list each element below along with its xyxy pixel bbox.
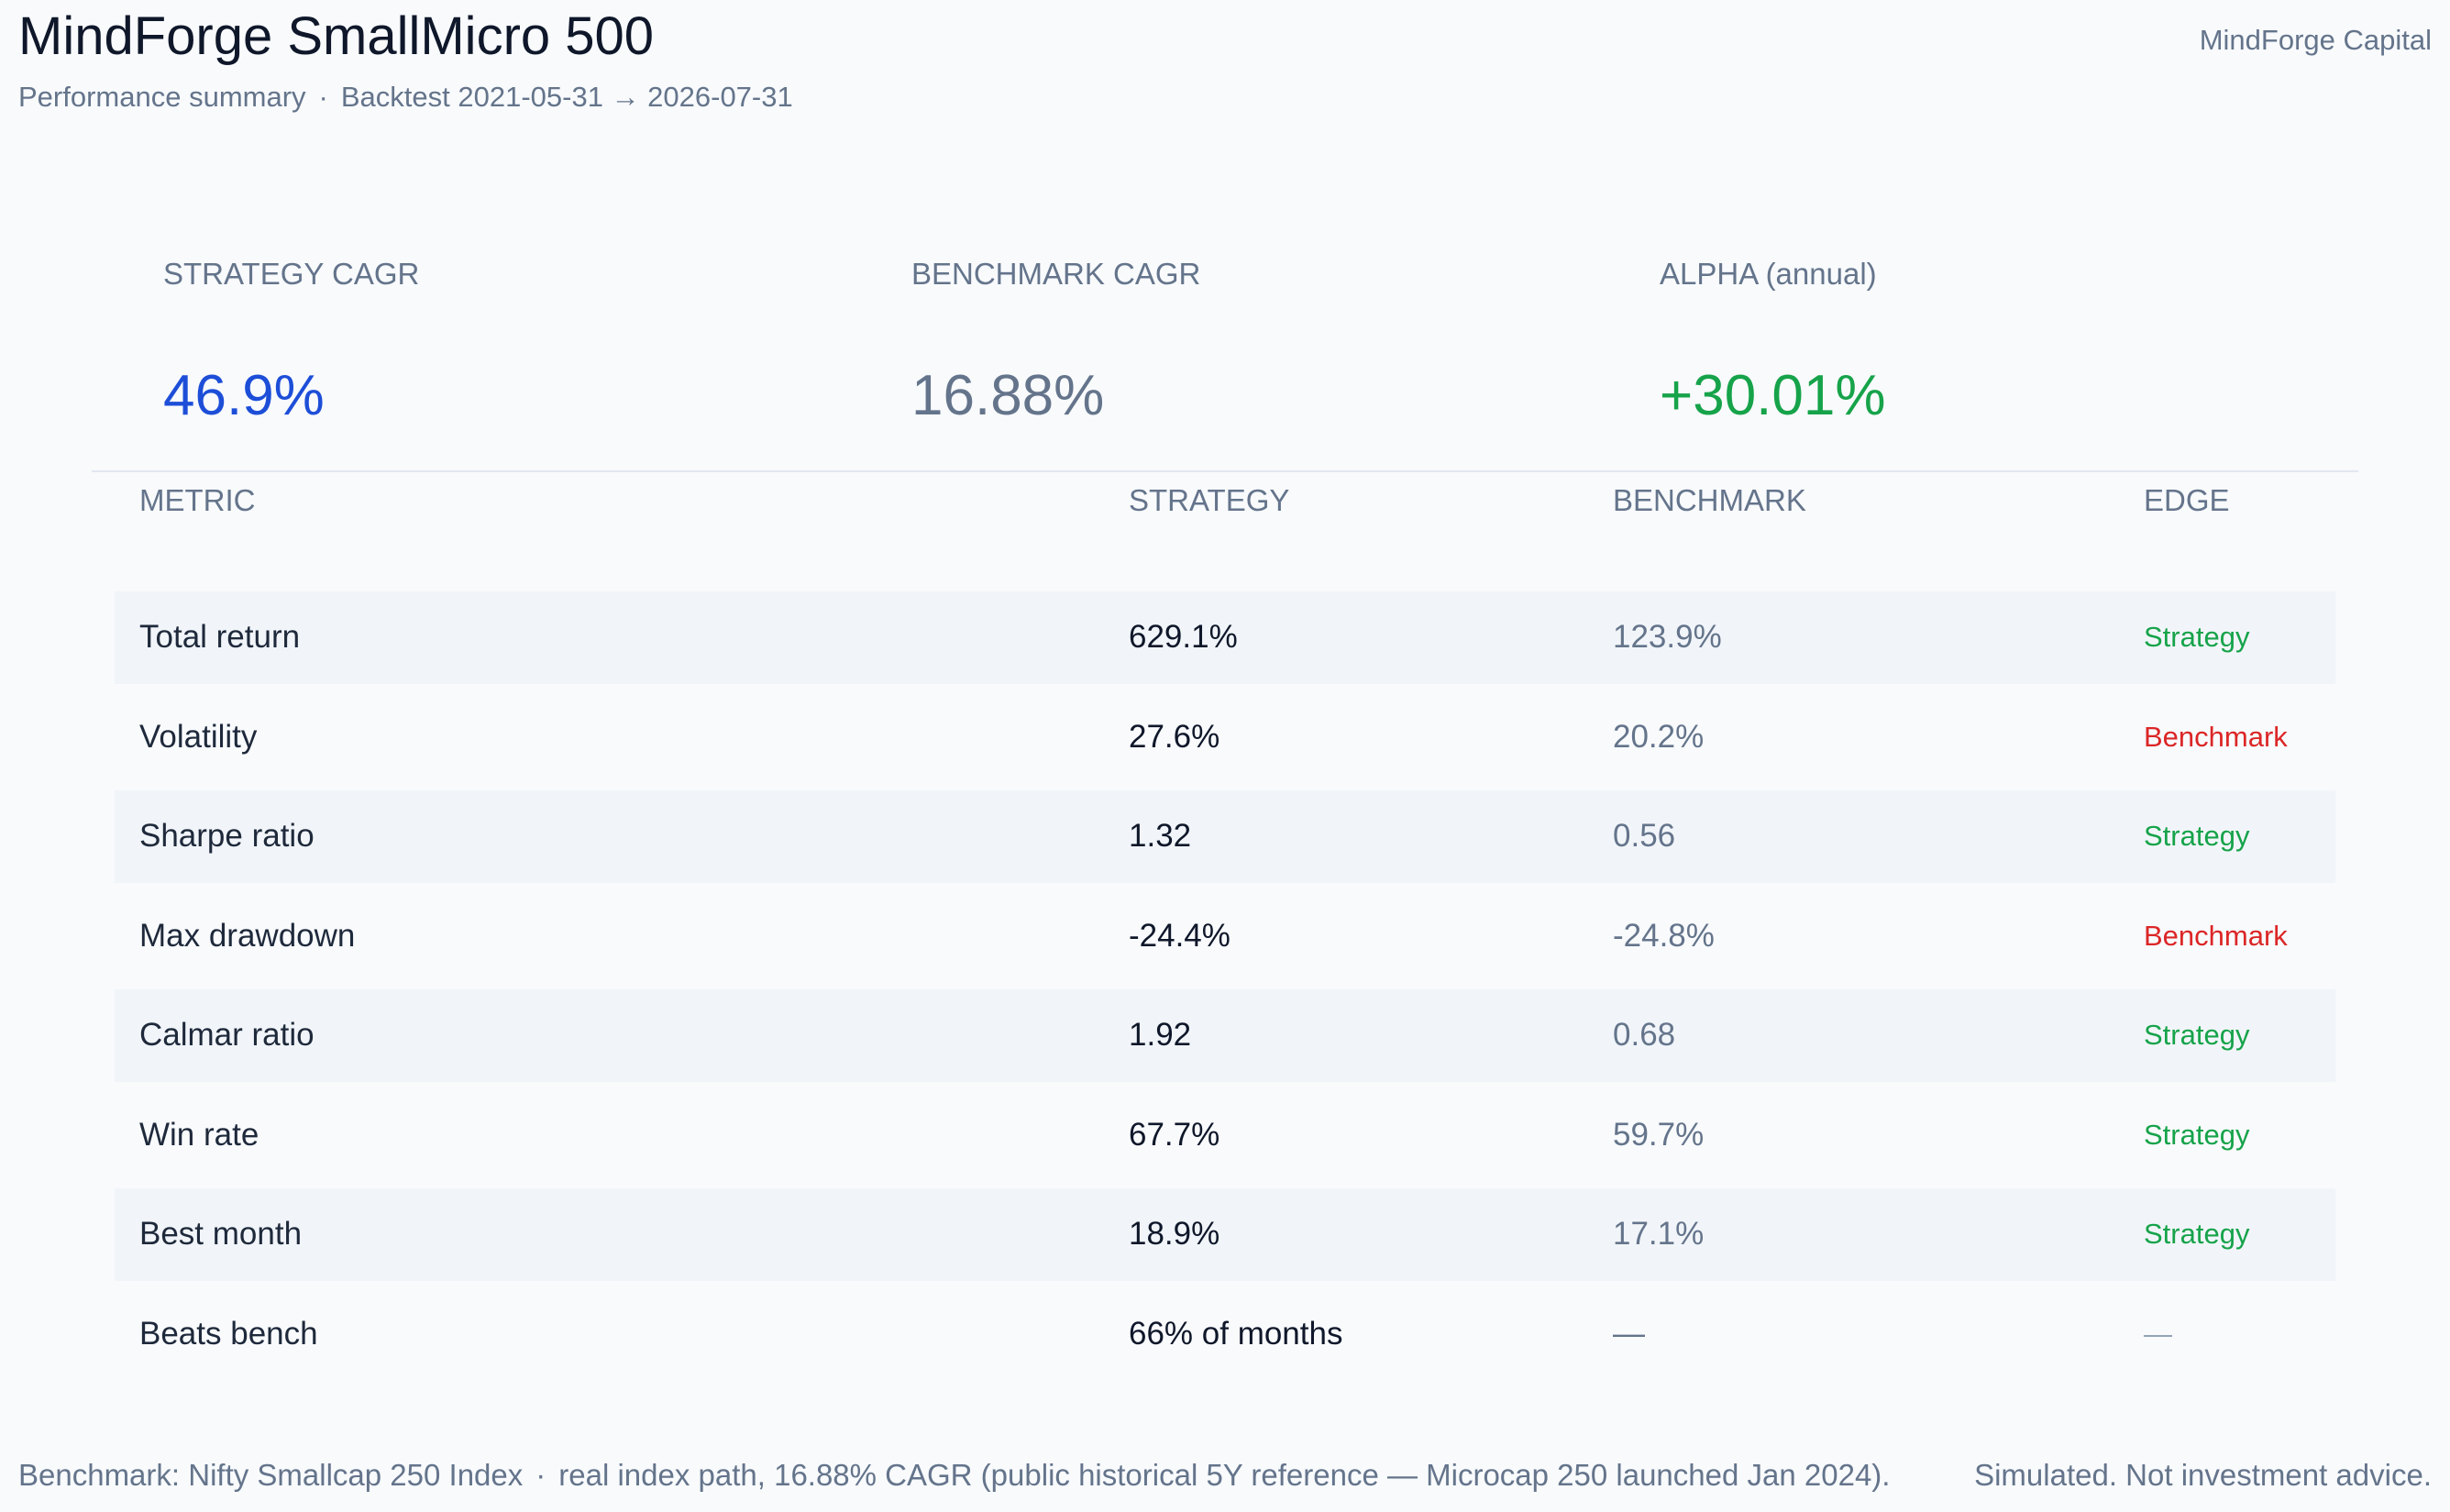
divider xyxy=(92,470,2358,472)
edge-cell: Strategy xyxy=(2144,621,2250,653)
strategy-cell: 27.6% xyxy=(1129,718,1220,755)
strategy-cell: 1.32 xyxy=(1129,818,1192,854)
benchmark-cell: 0.68 xyxy=(1613,1017,1676,1053)
benchmark-cell: 0.56 xyxy=(1613,818,1676,854)
footer-separator: · xyxy=(535,1458,546,1492)
benchmark-cell: 17.1% xyxy=(1613,1216,1705,1252)
metric-cell: Max drawdown xyxy=(139,917,356,954)
subtitle-backtest-range: Backtest 2021-05-31 → 2026-07-31 xyxy=(340,81,793,113)
footer: Benchmark: Nifty Smallcap 250 Index · real… xyxy=(18,1458,2432,1493)
kpi-value: 46.9% xyxy=(163,364,325,427)
benchmark-cell: 20.2% xyxy=(1613,718,1705,755)
table-row: Calmar ratio 1.92 0.68 Strategy xyxy=(115,989,2335,1089)
header-edge: EDGE xyxy=(2144,483,2230,517)
edge-cell: Strategy xyxy=(2144,820,2250,852)
table-row: Best month 18.9% 17.1% Strategy xyxy=(115,1188,2335,1288)
table-row: Max drawdown -24.4% -24.8% Benchmark xyxy=(115,890,2335,990)
kpi-value: 16.88% xyxy=(911,364,1105,427)
subtitle-summary: Performance summary xyxy=(18,81,306,113)
table-row: Total return 629.1% 123.9% Strategy xyxy=(115,591,2335,691)
edge-cell: Benchmark xyxy=(2144,720,2288,753)
strategy-cell: 67.7% xyxy=(1129,1116,1220,1153)
metric-cell: Beats bench xyxy=(139,1315,318,1352)
strategy-cell: 18.9% xyxy=(1129,1216,1220,1252)
benchmark-cell: 59.7% xyxy=(1613,1116,1705,1153)
benchmark-cell: — xyxy=(1613,1315,1645,1352)
metric-cell: Win rate xyxy=(139,1116,259,1153)
brand-name: MindForge Capital xyxy=(2199,24,2432,56)
benchmark-cell: 123.9% xyxy=(1613,619,1722,655)
metrics-table: METRIC STRATEGY BENCHMARK EDGE Total ret… xyxy=(115,472,2335,1387)
table-row: Volatility 27.6% 20.2% Benchmark xyxy=(115,691,2335,791)
metric-cell: Sharpe ratio xyxy=(139,818,315,854)
edge-cell: Strategy xyxy=(2144,1118,2250,1151)
kpi-label: BENCHMARK CAGR xyxy=(911,257,1201,291)
edge-cell: Strategy xyxy=(2144,1218,2250,1250)
edge-cell: Benchmark xyxy=(2144,919,2288,952)
metric-cell: Total return xyxy=(139,619,301,655)
kpi-benchmark-cagr: BENCHMARK CAGR 16.88% xyxy=(911,257,1553,428)
edge-cell: — xyxy=(2144,1317,2172,1350)
table-header: METRIC STRATEGY BENCHMARK EDGE xyxy=(115,472,2335,591)
header-metric: METRIC xyxy=(139,483,256,517)
strategy-cell: 629.1% xyxy=(1129,619,1238,655)
metric-cell: Best month xyxy=(139,1216,303,1252)
table-row: Win rate 67.7% 59.7% Strategy xyxy=(115,1089,2335,1189)
kpi-alpha: ALPHA (annual) +30.01% xyxy=(1660,257,2301,428)
table-row: Beats bench 66% of months — — xyxy=(115,1288,2335,1388)
page-title: MindForge SmallMicro 500 xyxy=(18,6,655,66)
benchmark-cell: -24.8% xyxy=(1613,917,1715,954)
kpi-value: +30.01% xyxy=(1660,364,1886,427)
header-strategy: STRATEGY xyxy=(1129,483,1290,517)
metric-cell: Volatility xyxy=(139,718,258,755)
strategy-cell: 66% of months xyxy=(1129,1315,1343,1352)
page-subtitle: Performance summary · Backtest 2021-05-31 … xyxy=(18,81,793,114)
kpi-strategy-cagr: STRATEGY CAGR 46.9% xyxy=(163,257,805,428)
kpi-label: ALPHA (annual) xyxy=(1660,257,1877,291)
subtitle-separator: · xyxy=(318,81,328,113)
footer-benchmark-name: Benchmark: Nifty Smallcap 250 Index xyxy=(18,1458,524,1492)
metric-cell: Calmar ratio xyxy=(139,1017,315,1053)
header-benchmark: BENCHMARK xyxy=(1613,483,1806,517)
strategy-cell: -24.4% xyxy=(1129,917,1231,954)
table-row: Sharpe ratio 1.32 0.56 Strategy xyxy=(115,790,2335,890)
footer-disclaimer: Simulated. Not investment advice. xyxy=(1974,1458,2432,1492)
strategy-cell: 1.92 xyxy=(1129,1017,1192,1053)
edge-cell: Strategy xyxy=(2144,1019,2250,1051)
kpi-label: STRATEGY CAGR xyxy=(163,257,420,291)
footer-note: real index path, 16.88% CAGR (public his… xyxy=(558,1458,1891,1492)
